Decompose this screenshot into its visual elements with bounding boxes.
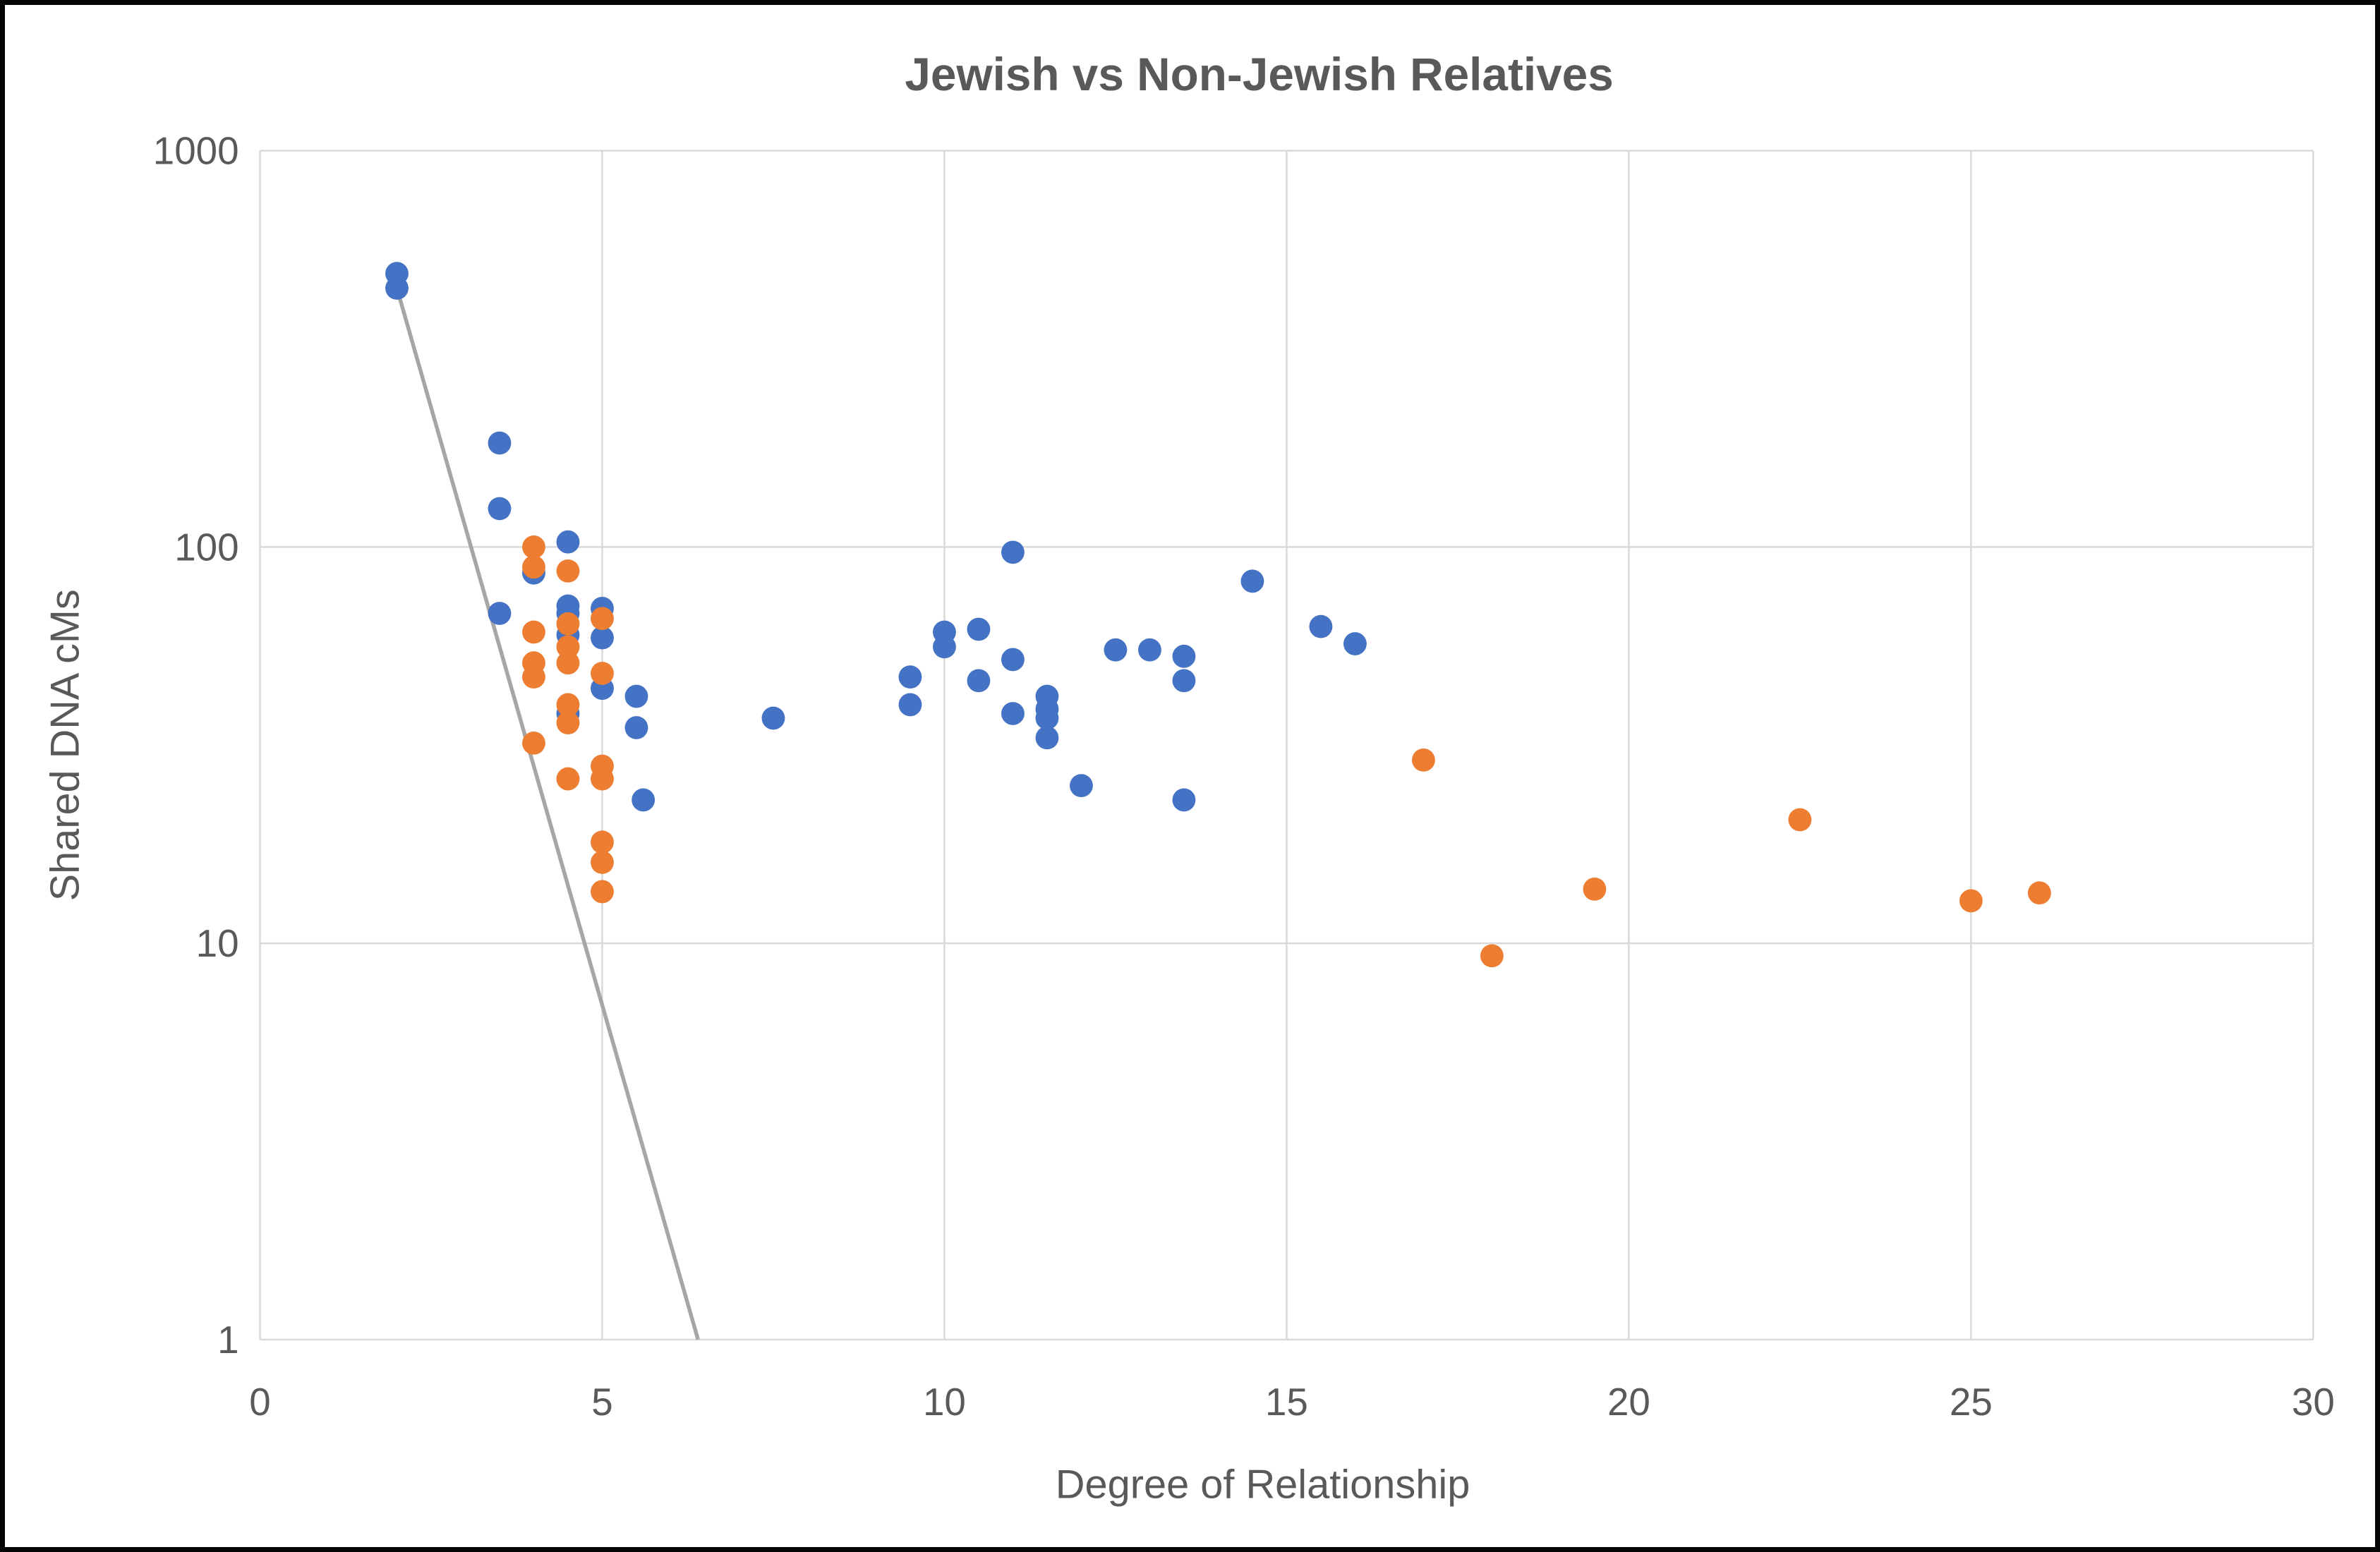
data-point bbox=[591, 767, 614, 791]
data-point bbox=[1583, 877, 1607, 901]
data-point bbox=[591, 830, 614, 854]
data-point bbox=[1309, 614, 1333, 638]
data-point bbox=[591, 662, 614, 685]
y-tick-label-10: 10 bbox=[196, 921, 239, 965]
data-point bbox=[556, 711, 580, 735]
x-tick-label-0: 0 bbox=[249, 1380, 270, 1424]
data-point bbox=[522, 555, 545, 579]
x-axis-title: Degree of Relationship bbox=[1056, 1462, 1470, 1508]
data-point bbox=[1788, 808, 1812, 832]
y-axis-title: Shared DNA cMs bbox=[43, 589, 88, 901]
data-point bbox=[556, 559, 580, 583]
data-point bbox=[1001, 648, 1025, 672]
series-0 bbox=[385, 262, 1367, 812]
data-point bbox=[591, 851, 614, 874]
data-point bbox=[1172, 644, 1196, 668]
data-point bbox=[1411, 748, 1435, 772]
x-tick-label-25: 25 bbox=[1950, 1380, 1993, 1424]
data-point bbox=[967, 669, 991, 693]
data-point bbox=[591, 626, 614, 650]
y-tick-label-1000: 1000 bbox=[153, 129, 239, 173]
data-point bbox=[1001, 540, 1025, 564]
series-container bbox=[385, 262, 2051, 968]
data-point bbox=[1035, 726, 1059, 750]
series-1 bbox=[522, 535, 2051, 968]
data-point bbox=[556, 635, 580, 659]
data-point bbox=[591, 880, 614, 904]
data-point bbox=[1172, 669, 1196, 693]
data-point bbox=[488, 431, 512, 455]
data-point bbox=[522, 620, 545, 644]
plot-gridlines bbox=[259, 150, 2314, 1341]
data-point bbox=[556, 693, 580, 717]
data-point bbox=[556, 612, 580, 636]
data-point bbox=[624, 716, 648, 739]
data-point bbox=[1240, 569, 1264, 593]
data-point bbox=[1172, 788, 1196, 812]
x-axis-tick-labels: 0 5 10 15 20 25 30 bbox=[249, 1380, 2335, 1424]
data-point bbox=[632, 788, 656, 812]
data-point bbox=[556, 530, 580, 554]
data-point bbox=[591, 607, 614, 631]
data-point bbox=[898, 693, 922, 717]
data-point bbox=[1138, 638, 1161, 662]
data-point bbox=[1959, 889, 1983, 913]
x-tick-label-10: 10 bbox=[923, 1380, 966, 1424]
x-tick-label-30: 30 bbox=[2292, 1380, 2335, 1424]
data-point bbox=[522, 665, 545, 689]
trend-line bbox=[394, 287, 700, 1340]
data-point bbox=[1035, 706, 1059, 730]
data-point bbox=[1343, 632, 1367, 655]
data-point bbox=[2027, 881, 2051, 905]
y-axis-tick-labels: 1 10 100 1000 bbox=[153, 129, 239, 1362]
data-point bbox=[556, 767, 580, 791]
x-tick-label-20: 20 bbox=[1607, 1380, 1650, 1424]
x-tick-label-5: 5 bbox=[591, 1380, 612, 1424]
data-point bbox=[1104, 638, 1128, 662]
data-point bbox=[1480, 944, 1504, 968]
data-point bbox=[624, 684, 648, 708]
data-point bbox=[1070, 774, 1093, 798]
data-point bbox=[1001, 702, 1025, 725]
scatter-chart: 1 10 100 1000 0 5 10 15 20 25 30 Jewish vs Non-Je… bbox=[43, 49, 2335, 1508]
data-point bbox=[933, 635, 956, 659]
data-point bbox=[761, 706, 785, 730]
data-point bbox=[898, 665, 922, 689]
chart-title: Jewish vs Non-Jewish Relatives bbox=[905, 49, 1613, 100]
data-point bbox=[522, 535, 545, 559]
data-point bbox=[488, 602, 512, 625]
y-tick-label-100: 100 bbox=[174, 525, 238, 569]
data-point bbox=[522, 731, 545, 755]
data-point bbox=[488, 497, 512, 521]
data-point bbox=[385, 277, 409, 300]
data-point bbox=[556, 651, 580, 675]
data-point bbox=[967, 617, 991, 641]
x-tick-label-15: 15 bbox=[1265, 1380, 1308, 1424]
y-tick-label-1: 1 bbox=[217, 1318, 238, 1362]
